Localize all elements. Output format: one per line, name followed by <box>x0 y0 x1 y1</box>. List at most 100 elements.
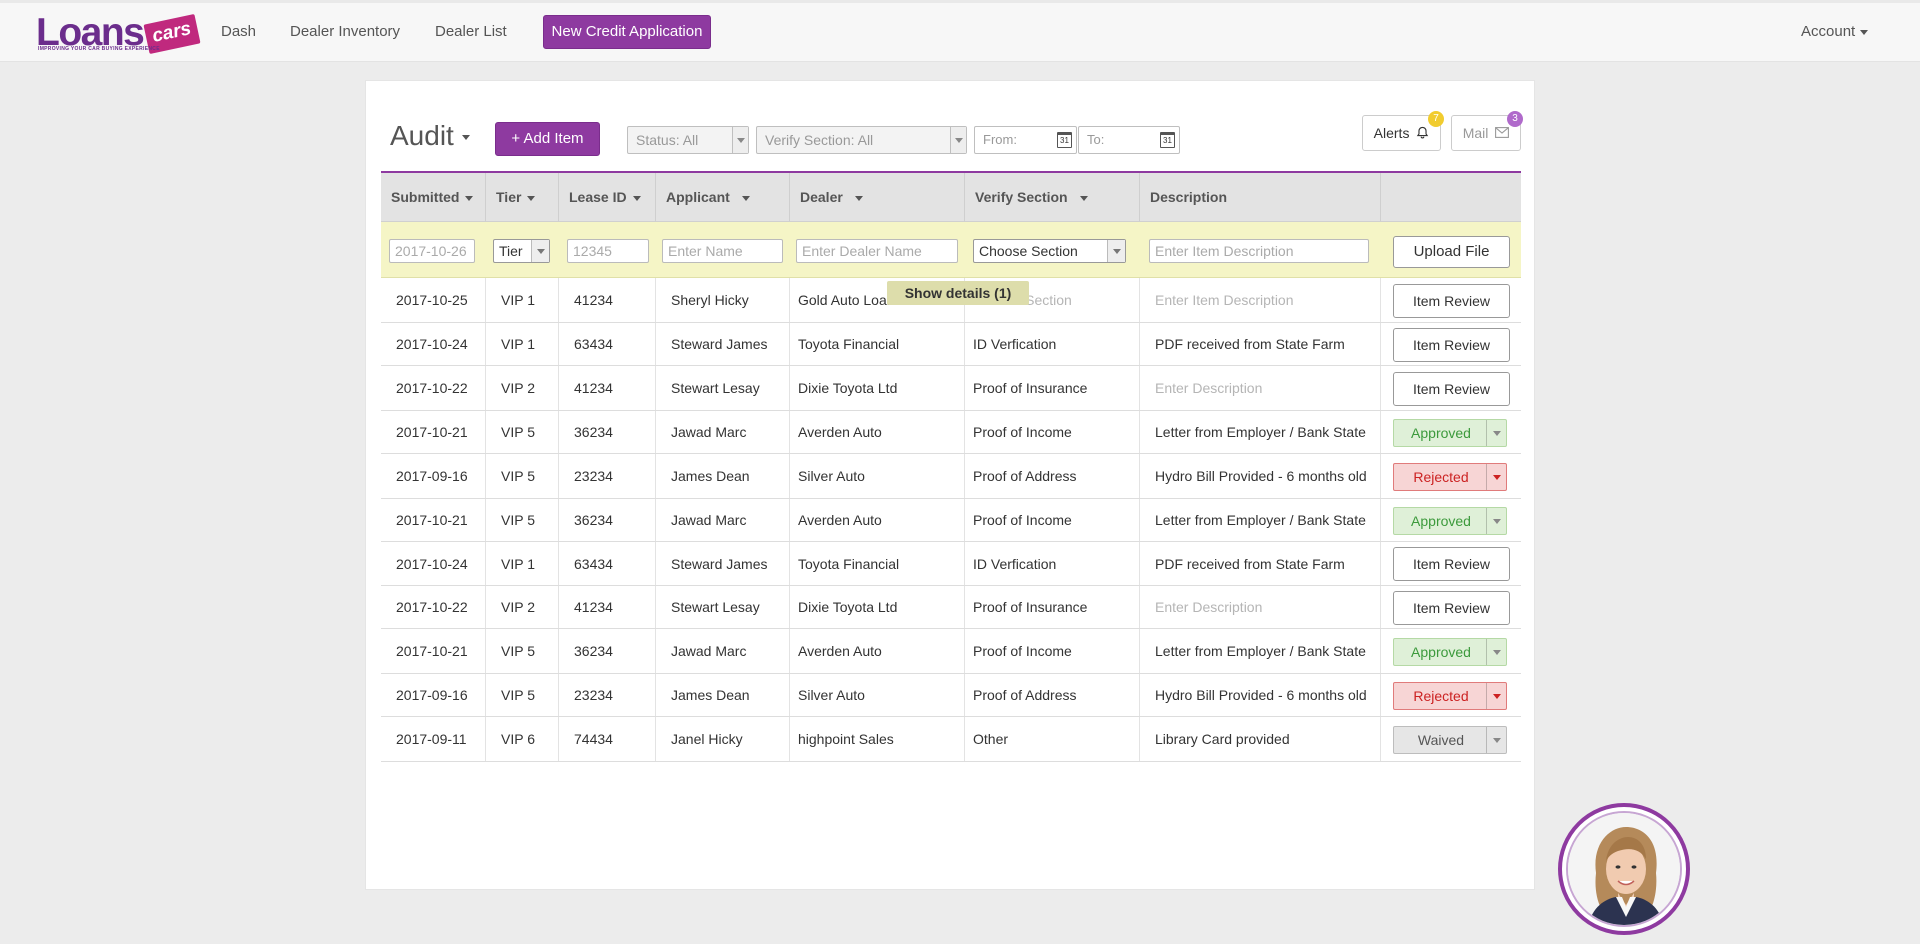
tier-filter-value: Tier <box>499 243 523 259</box>
alerts-button[interactable]: Alerts <box>1362 115 1441 151</box>
cell-lease-id-text: 63434 <box>574 336 613 352</box>
cell-applicant-text: Janel Hicky <box>671 731 743 747</box>
cell-lease-id: 23234 <box>559 454 656 498</box>
cell-dealer: Toyota Financial <box>790 542 965 585</box>
cell-dealer-text: Averden Auto <box>798 643 882 659</box>
account-menu[interactable]: Account <box>1801 23 1869 40</box>
table-row[interactable]: 2017-10-24 VIP 1 63434 Steward James Toyota … <box>381 323 1521 366</box>
chevron-down-icon[interactable] <box>1486 727 1506 753</box>
page-title[interactable]: Audit <box>390 120 470 152</box>
upload-file-button[interactable]: Upload File <box>1393 236 1510 268</box>
lease-id-filter-input[interactable]: 12345 <box>567 239 649 263</box>
item-review-button[interactable]: Item Review <box>1393 284 1510 318</box>
chevron-down-icon[interactable] <box>1486 420 1506 446</box>
chevron-down-icon <box>1860 29 1869 35</box>
cell-description: Letter from Employer / Bank State <box>1140 499 1381 541</box>
chevron-down-icon <box>950 127 966 153</box>
new-credit-application-button[interactable]: New Credit Application <box>543 15 711 49</box>
status-rejected-button[interactable]: Rejected <box>1393 682 1507 710</box>
cell-dealer-text: Silver Auto <box>798 468 865 484</box>
status-waived-button[interactable]: Waived <box>1393 726 1507 754</box>
chevron-down-icon[interactable] <box>1486 639 1506 665</box>
column-header-lease-id[interactable]: Lease ID <box>559 173 656 222</box>
column-header-description: Description <box>1140 173 1381 222</box>
table-row[interactable]: 2017-10-21 VIP 5 36234 Jawad Marc Averden Au… <box>381 499 1521 542</box>
chevron-down-icon <box>531 240 549 262</box>
status-approved-button[interactable]: Approved <box>1393 419 1507 447</box>
chevron-down-icon[interactable] <box>1486 508 1506 534</box>
cell-dealer: Silver Auto <box>790 674 965 716</box>
item-review-button[interactable]: Item Review <box>1393 591 1510 625</box>
cell-submitted-text: 2017-10-24 <box>396 336 468 352</box>
calendar-icon[interactable]: 31 <box>1160 132 1175 148</box>
cell-submitted: 2017-10-22 <box>381 586 486 628</box>
status-label: Rejected <box>1413 469 1469 485</box>
column-header-tier[interactable]: Tier <box>486 173 559 222</box>
cell-lease-id-text: 23234 <box>574 468 613 484</box>
status-rejected-button[interactable]: Rejected <box>1393 463 1507 491</box>
cell-description-text: PDF received from State Farm <box>1155 555 1345 572</box>
table-row[interactable]: 2017-10-22 VIP 2 41234 Stewart Lesay Dixie T… <box>381 366 1521 411</box>
item-review-button[interactable]: Item Review <box>1393 372 1510 406</box>
cell-applicant-text: Sheryl Hicky <box>671 292 749 308</box>
sort-caret-icon <box>632 195 641 201</box>
column-header-verify-section[interactable]: Verify Section <box>965 173 1140 222</box>
table-row[interactable]: 2017-09-16 VIP 5 23234 James Dean Silver Aut… <box>381 454 1521 499</box>
cell-tier-text: VIP 1 <box>501 292 535 308</box>
chevron-down-icon[interactable] <box>1486 683 1506 709</box>
cell-dealer-text: Dixie Toyota Ltd <box>798 380 898 396</box>
column-header-applicant[interactable]: Applicant <box>656 173 790 222</box>
verify-section-filter-select[interactable]: Verify Section: All <box>756 126 967 154</box>
description-filter-input[interactable]: Enter Item Description <box>1149 239 1369 263</box>
assistant-avatar[interactable] <box>1558 803 1690 935</box>
cell-description: PDF received from State Farm <box>1140 542 1381 585</box>
add-item-button[interactable]: + Add Item <box>495 122 600 156</box>
cell-description: Enter Description <box>1140 586 1381 628</box>
section-filter-select[interactable]: Choose Section <box>973 239 1126 263</box>
verify-section-filter-value: Verify Section: All <box>765 132 874 148</box>
alerts-label: Alerts <box>1373 125 1410 141</box>
table-row[interactable]: 2017-10-21 VIP 5 36234 Jawad Marc Averden Au… <box>381 411 1521 454</box>
show-details-tooltip[interactable]: Show details (1) <box>887 281 1029 305</box>
column-header-submitted[interactable]: Submitted <box>381 173 486 222</box>
item-review-button[interactable]: Item Review <box>1393 547 1510 581</box>
dealer-name-filter-input[interactable]: Enter Dealer Name <box>796 239 958 263</box>
cell-verify-section: Proof of Income <box>965 629 1140 673</box>
sort-caret-icon <box>1079 195 1088 201</box>
date-filter-input[interactable]: 2017-10-26 <box>389 239 475 263</box>
top-navbar: Loans cars IMPROVING YOUR CAR BUYING EXP… <box>0 0 1920 62</box>
table-row[interactable]: 2017-10-24 VIP 1 63434 Steward James Toyota … <box>381 542 1521 586</box>
to-date-input[interactable]: To: 31 <box>1078 126 1180 154</box>
cell-submitted: 2017-10-22 <box>381 366 486 410</box>
nav-dealer-list[interactable]: Dealer List <box>435 23 507 40</box>
nav-dealer-inventory[interactable]: Dealer Inventory <box>290 23 401 40</box>
tier-filter-select[interactable]: Tier <box>493 239 550 263</box>
item-review-button[interactable]: Item Review <box>1393 328 1510 362</box>
cell-applicant: Steward James <box>656 323 790 365</box>
name-filter-input[interactable]: Enter Name <box>662 239 783 263</box>
table-row[interactable]: 2017-10-21 VIP 5 36234 Jawad Marc Averden Au… <box>381 629 1521 674</box>
from-date-input[interactable]: From: 31 <box>974 126 1077 154</box>
cell-submitted-text: 2017-10-21 <box>396 512 468 528</box>
logo-word: Loans <box>36 11 145 54</box>
column-header-label: Lease ID <box>569 189 627 205</box>
cell-description: Enter Item Description <box>1140 278 1381 322</box>
cell-tier: VIP 5 <box>486 674 559 716</box>
cell-tier: VIP 1 <box>486 323 559 365</box>
table-row[interactable]: 2017-09-16 VIP 5 23234 James Dean Silver Aut… <box>381 674 1521 717</box>
status-filter-select[interactable]: Status: All <box>627 126 749 154</box>
calendar-icon[interactable]: 31 <box>1057 132 1072 148</box>
table-row[interactable]: 2017-10-22 VIP 2 41234 Stewart Lesay Dixie T… <box>381 586 1521 629</box>
status-approved-button[interactable]: Approved <box>1393 507 1507 535</box>
chevron-down-icon[interactable] <box>1486 464 1506 490</box>
mail-count-badge: 3 <box>1507 111 1523 127</box>
nav-dash[interactable]: Dash <box>221 23 257 40</box>
status-filter-value: Status: All <box>636 132 699 148</box>
column-header-dealer[interactable]: Dealer <box>790 173 965 222</box>
cell-tier-text: VIP 2 <box>501 380 535 396</box>
status-approved-button[interactable]: Approved <box>1393 638 1507 666</box>
cell-verify-section-text: Proof of Insurance <box>973 380 1088 396</box>
table-row[interactable]: 2017-09-11 VIP 6 74434 Janel Hicky highpoint… <box>381 717 1521 762</box>
brand-logo[interactable]: Loans cars IMPROVING YOUR CAR BUYING EXP… <box>36 11 201 57</box>
status-label: Approved <box>1411 425 1471 441</box>
